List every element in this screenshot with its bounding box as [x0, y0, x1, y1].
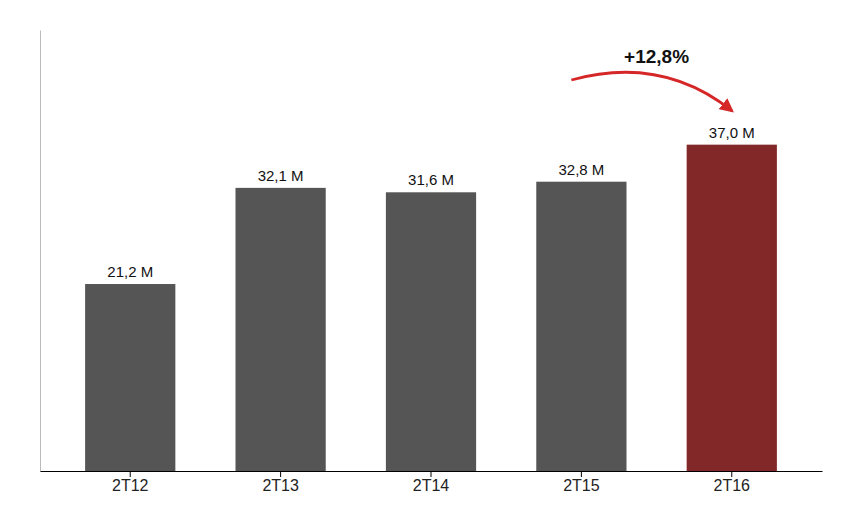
x-tick-label: 2T15 [563, 477, 600, 494]
bar [236, 188, 326, 471]
x-tick: 2T14 [413, 471, 450, 494]
data-label: 21,2 M [107, 263, 153, 280]
bars [85, 145, 777, 471]
chart: 2T12 2T13 2T14 2T15 2T16 21,2 M 32,1 M 31,6 M 32… [0, 0, 852, 521]
y-axis-line [40, 31, 41, 472]
data-labels: 21,2 M 32,1 M 31,6 M 32,8 M 37,0 M [107, 124, 754, 280]
x-tick-label: 2T16 [714, 477, 751, 494]
x-tick-mark [581, 471, 582, 477]
y-axis [40, 31, 41, 472]
x-tick-label: 2T13 [262, 477, 299, 494]
arrow [571, 72, 731, 110]
x-tick: 2T12 [112, 471, 149, 494]
plot: 2T12 2T13 2T14 2T15 2T16 21,2 M 32,1 M 31,6 M 32… [41, 31, 823, 495]
x-tick-label: 2T12 [112, 477, 149, 494]
annotation: +12,8% [624, 46, 689, 67]
data-label: 37,0 M [709, 124, 755, 141]
data-label: 31,6 M [408, 171, 454, 188]
x-tick-mark [731, 471, 732, 477]
x-tick-mark [280, 471, 281, 477]
x-tick: 2T16 [714, 471, 751, 494]
x-tick-label: 2T14 [413, 477, 450, 494]
x-tick: 2T15 [563, 471, 600, 494]
bar [85, 284, 175, 471]
data-label: 32,8 M [558, 161, 604, 178]
x-axis: 2T12 2T13 2T14 2T15 2T16 [41, 471, 823, 494]
bar [386, 192, 476, 471]
data-label: 32,1 M [258, 167, 304, 184]
x-tick: 2T13 [262, 471, 299, 494]
bar [687, 145, 777, 471]
x-tick-mark [130, 471, 131, 477]
x-tick-mark [431, 471, 432, 477]
bar [536, 182, 626, 471]
